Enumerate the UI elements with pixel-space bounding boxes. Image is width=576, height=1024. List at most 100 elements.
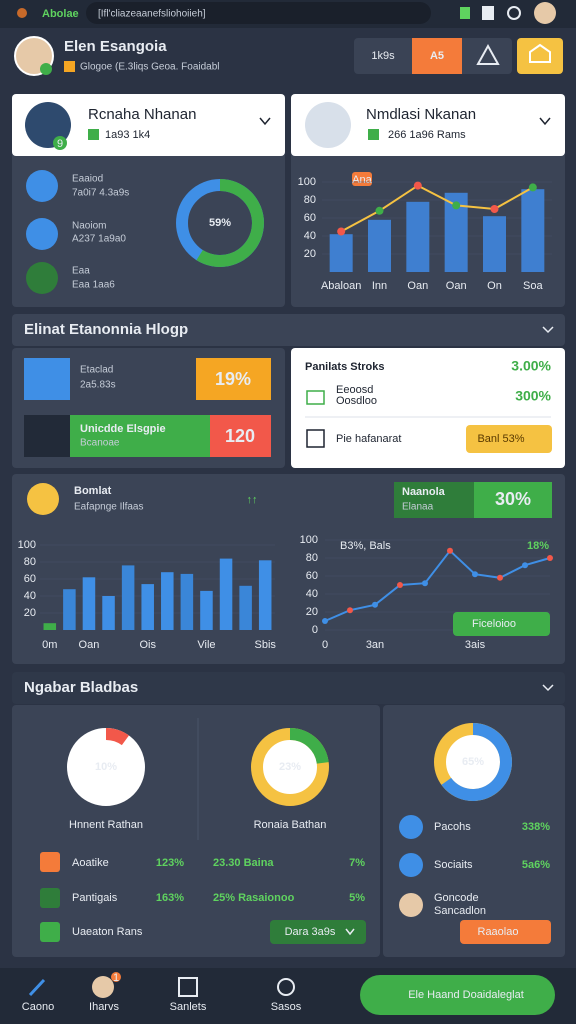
tile-value: 19%: [215, 369, 251, 389]
line-point: [397, 582, 403, 588]
donut-center: [262, 739, 318, 795]
item-icon: [26, 170, 58, 202]
highlight-title: Naanola: [402, 486, 446, 498]
expand-icon[interactable]: [542, 684, 554, 692]
y-tick-label: 0: [312, 624, 318, 636]
highlight-value: 30%: [495, 489, 531, 509]
x-tick-label: Ois: [139, 639, 156, 651]
line-point: [447, 547, 453, 554]
bar: [219, 558, 233, 630]
x-tick-label: 3ais: [465, 639, 486, 651]
line-point: [337, 227, 346, 236]
line-point: [547, 555, 553, 561]
profile-meta: 1a93 1k4: [105, 129, 150, 141]
y-tick-label: 60: [24, 573, 36, 585]
item-title: Naoiom: [72, 221, 106, 232]
x-tick-label: Abaloan: [321, 280, 361, 292]
status-avatar[interactable]: [534, 2, 556, 24]
bar: [141, 584, 154, 630]
x-tick-label: 3an: [366, 639, 384, 651]
line-point: [413, 181, 422, 190]
stocks-item-value: 300%: [515, 388, 551, 404]
user-name: Elen Esangoia: [64, 38, 167, 55]
search-text: [Ifl'cliazeaanefsliohoiieh]: [98, 9, 206, 20]
item-title: Eaaiod: [72, 174, 103, 185]
profile-name: Rcnaha Nhanan: [88, 106, 196, 123]
home-button[interactable]: [517, 38, 563, 74]
toolbar-button[interactable]: 1k9s: [371, 50, 395, 62]
donut-arc: [289, 728, 329, 765]
nav-badge: [111, 972, 121, 982]
line-point: [422, 580, 428, 587]
user-icon: [64, 61, 75, 72]
highlight-box: [394, 482, 474, 518]
bar: [406, 201, 430, 272]
bar: [483, 216, 506, 272]
status-icon: [460, 7, 470, 19]
stocks-footer: Pie hafanarat: [336, 433, 401, 445]
action-button[interactable]: [360, 975, 555, 1015]
donut-center: [445, 734, 501, 790]
line-point: [375, 206, 384, 215]
bar: [63, 589, 76, 630]
search-box[interactable]: [86, 2, 431, 24]
line-point: [322, 618, 328, 624]
chart-badge-text: Ana: [352, 174, 372, 186]
donut-arc: [196, 179, 264, 267]
toolbar-button-active[interactable]: [412, 38, 462, 74]
expand-icon[interactable]: [542, 326, 554, 334]
section-title: Ngabar Bladbas: [24, 679, 138, 696]
card: [383, 705, 565, 957]
line-point: [522, 562, 528, 569]
action-button-label: Ele Haand Doaidaleglat: [408, 989, 524, 1001]
side-button[interactable]: [460, 920, 551, 944]
row-name: Uaeaton Rans: [72, 926, 143, 938]
user-subtitle: Glogoe (E.3liqs Geoa. Foaidabl: [80, 62, 220, 73]
bar: [258, 560, 272, 630]
item-detail: 7a0i7 4.3a9s: [72, 188, 129, 199]
tile-bar: [70, 415, 210, 457]
row-icon: [40, 852, 60, 872]
x-tick-label: Oan: [407, 280, 428, 292]
nav-item[interactable]: Sanlets: [170, 1001, 207, 1013]
section-button[interactable]: [270, 920, 366, 944]
nav-item[interactable]: Caono: [22, 1001, 54, 1013]
tile-value: 120: [225, 426, 255, 446]
bar: [368, 219, 391, 272]
card-header: [12, 94, 285, 156]
home-icon: [529, 43, 551, 63]
badge-text: 9: [57, 138, 63, 150]
expand-icon[interactable]: [539, 117, 551, 126]
line-chart-button[interactable]: [453, 612, 550, 636]
nav-badge-text: 1: [113, 972, 119, 984]
y-tick-label: 40: [306, 588, 318, 600]
x-tick-label: Soa: [523, 280, 543, 292]
bar: [43, 623, 57, 630]
y-tick-label: 100: [298, 176, 316, 188]
app-icon: [17, 8, 27, 18]
nav-item[interactable]: Iharvs: [89, 1001, 119, 1013]
y-tick-label: 20: [24, 607, 36, 619]
nav-item[interactable]: Sasos: [271, 1001, 302, 1013]
line-point: [490, 205, 499, 213]
row-value: 5a6%: [522, 859, 550, 871]
online-badge: [40, 63, 52, 75]
stocks-item: Eeoosd: [336, 384, 373, 396]
toolbar-icon[interactable]: [476, 43, 500, 65]
bar: [161, 572, 174, 630]
expand-icon[interactable]: [259, 117, 271, 126]
donut-arc: [105, 728, 129, 746]
row-value: 163%: [156, 892, 184, 904]
y-tick-label: 40: [24, 590, 36, 602]
row-name: Goncode: [434, 892, 479, 904]
donut-label: 10%: [95, 761, 117, 773]
x-tick-label: Oan: [446, 280, 467, 292]
toolbar-button-label: A5: [430, 50, 444, 62]
x-tick-label: On: [487, 280, 502, 292]
y-tick-label: 20: [306, 606, 318, 618]
item-icon: [26, 262, 58, 294]
app-name: Abolae: [42, 8, 79, 20]
stocks-button[interactable]: [466, 425, 552, 453]
y-tick-label: 20: [304, 248, 316, 260]
row-value: 123%: [156, 857, 184, 869]
